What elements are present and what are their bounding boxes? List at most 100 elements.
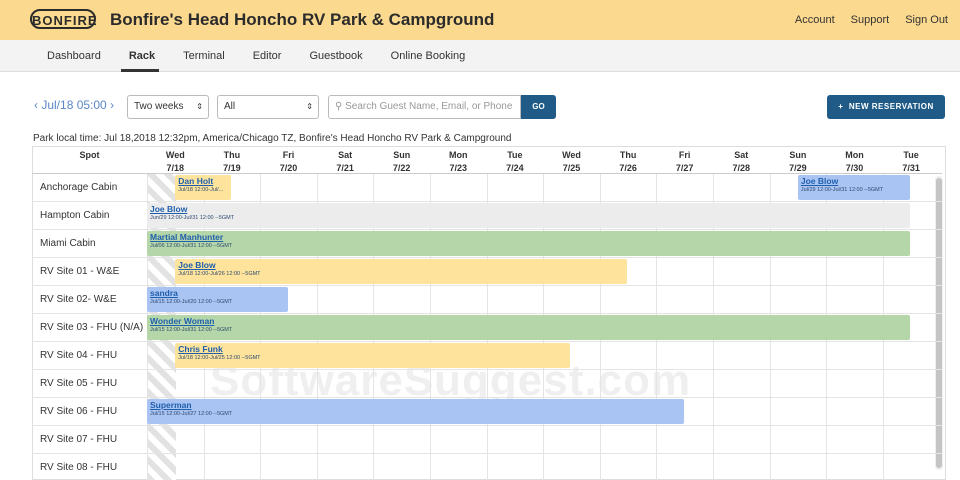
reservation-dates: Jul/15 12:00-Jul/31 12:00 --5GMT: [150, 327, 233, 333]
row-line: [32, 229, 942, 230]
day-of-week: Sat: [338, 150, 353, 160]
row-line: [32, 201, 942, 202]
nav-tab[interactable]: Rack: [128, 50, 156, 62]
range-select[interactable]: Two weeks ⇕: [127, 95, 209, 119]
reservation[interactable]: sandra Jul/15 12:00-Jul/20 12:00 --5GMT: [147, 287, 288, 312]
scrollbar-track[interactable]: [935, 176, 943, 470]
row-line: [32, 369, 942, 370]
reservation-dates: Jul/15 12:00-Jul/27 12:00 --5GMT: [150, 411, 233, 417]
reservation[interactable]: Joe Blow Jul/29 12:00-Jul/31 12:00 --5GMT: [797, 175, 911, 200]
day-of-week: Wed: [165, 150, 185, 160]
reservation[interactable]: Wonder Woman Jul/15 12:00-Jul/31 12:00 --…: [147, 315, 911, 340]
spot-name: RV Site 07 - FHU: [40, 434, 118, 445]
header-bar: BONFIRE Bonfire's Head Honcho RV Park & …: [0, 0, 960, 40]
reservation[interactable]: Superman Jul/15 12:00-Jul/27 12:00 --5GMT: [147, 399, 684, 424]
guest-name[interactable]: Joe Blow: [800, 176, 839, 186]
reservation[interactable]: Martial Manhunter Jul/06 12:00-Jul/31 12:…: [147, 231, 911, 256]
reservation-dates: Jul/15 12:00-Jul/20 12:00 --5GMT: [150, 299, 233, 305]
reservation[interactable]: Chris Funk Jul/18 12:00-Jul/25 12:00 --5G…: [175, 343, 571, 368]
spot-name: RV Site 08 - FHU: [40, 462, 118, 473]
row-line: [32, 313, 942, 314]
new-reservation-text: NEW RESERVATION: [848, 102, 934, 111]
nav-tab[interactable]: Guestbook: [309, 50, 363, 62]
day-of-week: Sun: [789, 150, 807, 160]
day-of-week: Tue: [507, 150, 523, 160]
day-date: 7/25: [562, 163, 581, 173]
day-date: 7/23: [449, 163, 468, 173]
header-link[interactable]: Support: [850, 14, 890, 26]
day-of-week: Thu: [223, 150, 241, 160]
spot-name: RV Site 05 - FHU: [40, 378, 118, 389]
scrollbar-thumb[interactable]: [936, 178, 942, 468]
day-date: 7/28: [732, 163, 751, 173]
day-date: 7/31: [902, 163, 920, 173]
nav-tab[interactable]: Dashboard: [47, 50, 101, 62]
day-date: 7/27: [675, 163, 694, 173]
day-date: 7/24: [506, 163, 524, 173]
day-of-week: Fri: [678, 150, 691, 160]
nav-tab[interactable]: Terminal: [183, 50, 225, 62]
header-link[interactable]: Sign Out: [905, 14, 948, 26]
guest-name[interactable]: Dan Holt: [178, 176, 214, 186]
filter-text: All: [224, 101, 236, 112]
day-of-week: Mon: [845, 150, 864, 160]
day-date: 7/19: [223, 163, 241, 173]
search-input[interactable]: ⚲ Search Guest Name, Email, or Phone: [328, 95, 521, 119]
day-of-week: Sun: [393, 150, 411, 160]
reservation[interactable]: Joe Blow Jun/29 12:00-Jul/31 12:00 --5GMT: [147, 203, 911, 228]
spot-name: RV Site 02- W&E: [40, 294, 117, 305]
row-line: [32, 341, 942, 342]
local-time: Park local time: Jul 18,2018 12:32pm, Am…: [33, 133, 512, 144]
nav-bar: Dashboard Rack Terminal Editor Guestbook Onli…: [0, 40, 960, 72]
logo[interactable]: BONFIRE: [30, 9, 97, 29]
spot-name: RV Site 01 - W&E: [40, 266, 120, 277]
header-link[interactable]: Account: [794, 14, 835, 26]
day-date: 7/30: [845, 163, 864, 173]
day-of-week: Mon: [449, 150, 468, 160]
spot-name: RV Site 03 - FHU (N/A): [40, 322, 144, 333]
guest-name[interactable]: Chris Funk: [178, 344, 223, 354]
guest-name[interactable]: Martial Manhunter: [150, 232, 224, 242]
row-line: [32, 425, 942, 426]
day-of-week: Sat: [734, 150, 749, 160]
day-date: 7/18: [166, 163, 185, 173]
header-divider: [32, 173, 942, 174]
spot-name: RV Site 06 - FHU: [40, 406, 118, 417]
spot-name: RV Site 04 - FHU: [40, 350, 118, 361]
day-of-week: Tue: [903, 150, 919, 160]
reservation-dates: Jul/06 12:00-Jul/31 12:00 --5GMT: [150, 243, 233, 249]
date-picker[interactable]: ‹ Jul/18 05:00 ›: [34, 98, 115, 112]
reservation-dates: Jul/29 12:00-Jul/31 12:00 --5GMT: [800, 187, 884, 193]
go-button[interactable]: GO: [521, 95, 556, 119]
guest-name[interactable]: sandra: [150, 288, 178, 298]
reservation[interactable]: Joe Blow Jul/18 12:00-Jul/26 12:00 --5GMT: [175, 259, 628, 284]
spot-name: Anchorage Cabin: [40, 182, 118, 193]
day-date: 7/22: [392, 163, 411, 173]
filter-select[interactable]: All ⇕: [217, 95, 319, 119]
row-line: [32, 453, 942, 454]
reservation-dates: Jul/18 12:00-Jul/...: [178, 187, 224, 193]
active-tab-indicator: [121, 69, 159, 72]
guest-name[interactable]: Superman: [150, 400, 192, 410]
spot-name: Miami Cabin: [40, 238, 96, 249]
row-line: [32, 397, 942, 398]
day-date: 7/21: [336, 163, 354, 173]
reservation[interactable]: Dan Holt Jul/18 12:00-Jul/...: [175, 175, 231, 200]
search-placeholder: Search Guest Name, Email, or Phone: [345, 101, 513, 112]
nav-tab[interactable]: Online Booking: [390, 50, 466, 62]
day-of-week: Thu: [619, 150, 637, 160]
guest-name[interactable]: Wonder Woman: [150, 316, 215, 326]
nav-tab[interactable]: Editor: [252, 50, 282, 62]
guest-name[interactable]: Joe Blow: [178, 260, 216, 270]
day-of-week: Fri: [282, 150, 295, 160]
park-title: Bonfire's Head Honcho RV Park & Campgrou…: [110, 10, 495, 29]
day-date: 7/29: [789, 163, 807, 173]
row-line: [32, 285, 942, 286]
date-text: Jul/18 05:00: [41, 98, 107, 112]
day-of-week: Wed: [562, 150, 581, 160]
new-reservation-button[interactable]: + NEW RESERVATION: [827, 95, 945, 119]
reservation-dates: Jul/18 12:00-Jul/26 12:00 --5GMT: [178, 271, 261, 277]
day-date: 7/20: [279, 163, 298, 173]
guest-name[interactable]: Joe Blow: [150, 204, 188, 214]
